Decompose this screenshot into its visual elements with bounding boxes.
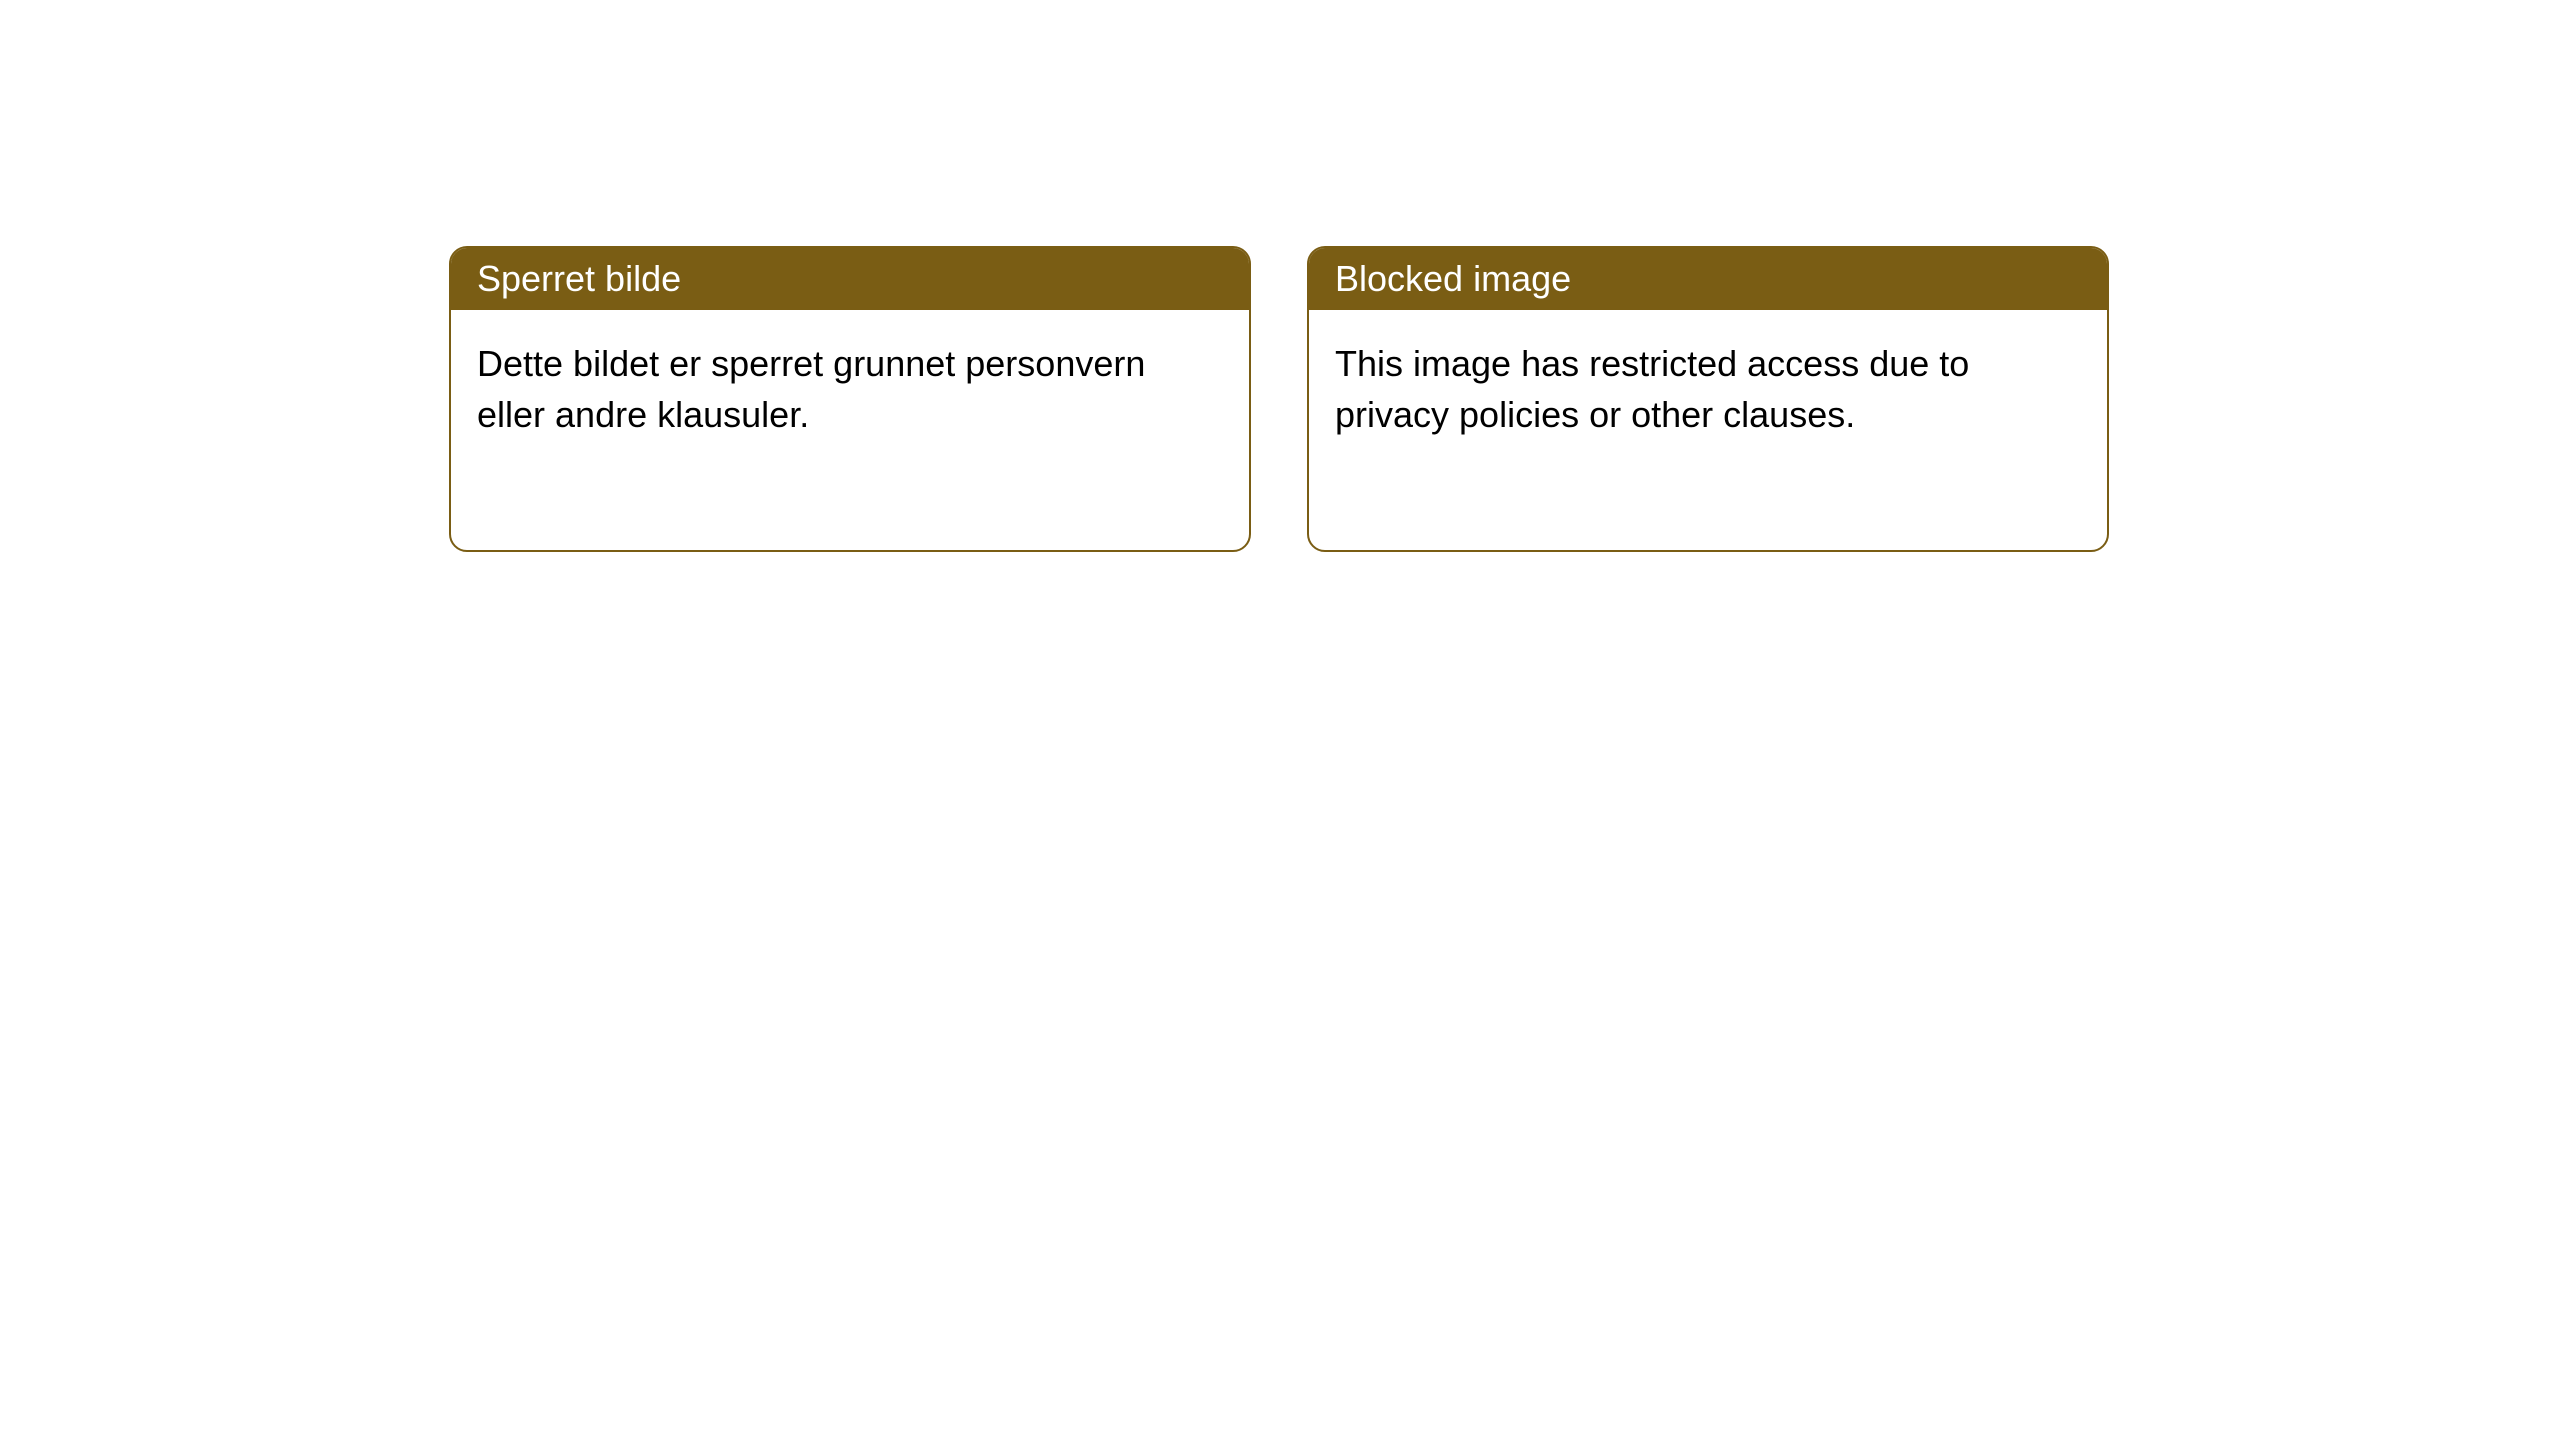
notice-card-english: Blocked image This image has restricted … (1307, 246, 2109, 552)
notice-header: Sperret bilde (451, 248, 1249, 310)
notice-title: Sperret bilde (477, 258, 681, 299)
notice-card-norwegian: Sperret bilde Dette bildet er sperret gr… (449, 246, 1251, 552)
notice-message: This image has restricted access due to … (1335, 343, 1969, 435)
notice-container: Sperret bilde Dette bildet er sperret gr… (449, 246, 2109, 552)
notice-body: This image has restricted access due to … (1309, 310, 2107, 550)
notice-message: Dette bildet er sperret grunnet personve… (477, 343, 1145, 435)
notice-header: Blocked image (1309, 248, 2107, 310)
notice-title: Blocked image (1335, 258, 1571, 299)
notice-body: Dette bildet er sperret grunnet personve… (451, 310, 1249, 550)
